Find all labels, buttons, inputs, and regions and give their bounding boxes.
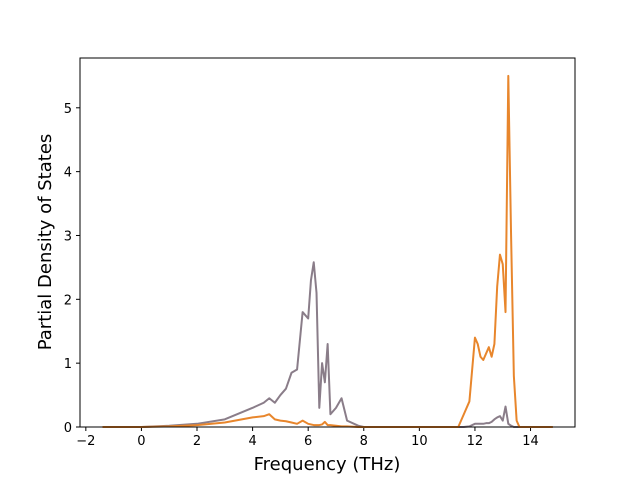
x-axis-label: Frequency (THz) [254, 454, 401, 475]
x-tick-label: 10 [411, 434, 428, 449]
x-tick-label: 4 [248, 434, 256, 449]
x-tick-label: 0 [137, 434, 145, 449]
x-tick-label: −2 [76, 434, 95, 449]
series-line [102, 74, 553, 428]
x-tick-label: 2 [193, 434, 201, 449]
y-tick-label: 4 [64, 166, 72, 181]
x-tick-label: 14 [522, 434, 539, 449]
y-tick-label: 0 [64, 421, 72, 436]
y-tick-label: 1 [64, 357, 72, 372]
y-tick-label: 2 [64, 293, 72, 308]
x-tick-label: 12 [467, 434, 484, 449]
y-tick-label: 5 [64, 102, 72, 117]
y-axis-label: Partial Density of States [35, 134, 56, 351]
plot-frame [79, 57, 576, 428]
x-tick-label: 8 [360, 434, 368, 449]
x-tick-label: 6 [304, 434, 312, 449]
series-line [102, 261, 553, 428]
y-tick-label: 3 [64, 229, 72, 244]
